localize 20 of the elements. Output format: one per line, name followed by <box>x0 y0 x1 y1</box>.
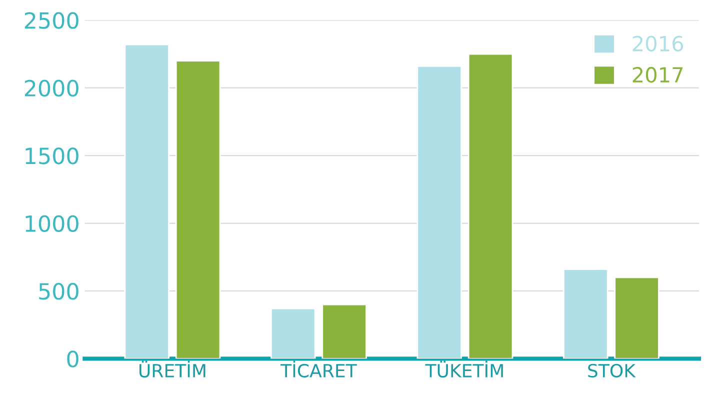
x-tick-label: TÜKETİM <box>425 360 503 378</box>
y-tick-label: 1000 <box>26 215 78 232</box>
x-tick-label: STOK <box>588 364 636 378</box>
bar <box>175 60 221 359</box>
y-tick-label: 0 <box>67 350 78 368</box>
bar <box>468 53 514 359</box>
bar <box>270 308 316 359</box>
x-tick-label: TİCARET <box>280 360 357 378</box>
legend-label: 2016 <box>632 36 684 52</box>
y-tick-label: 2500 <box>24 12 78 29</box>
bar <box>562 268 608 359</box>
bar <box>614 276 660 359</box>
x-tick-label: ÜRETİM <box>139 360 206 378</box>
legend-label: 2017 <box>632 66 683 83</box>
bar <box>124 44 170 359</box>
y-tick-label: 2000 <box>24 80 78 97</box>
y-tick-label: 1500 <box>26 148 78 164</box>
y-tick-label: 500 <box>39 282 78 300</box>
bar <box>416 65 462 359</box>
bar <box>322 304 367 359</box>
